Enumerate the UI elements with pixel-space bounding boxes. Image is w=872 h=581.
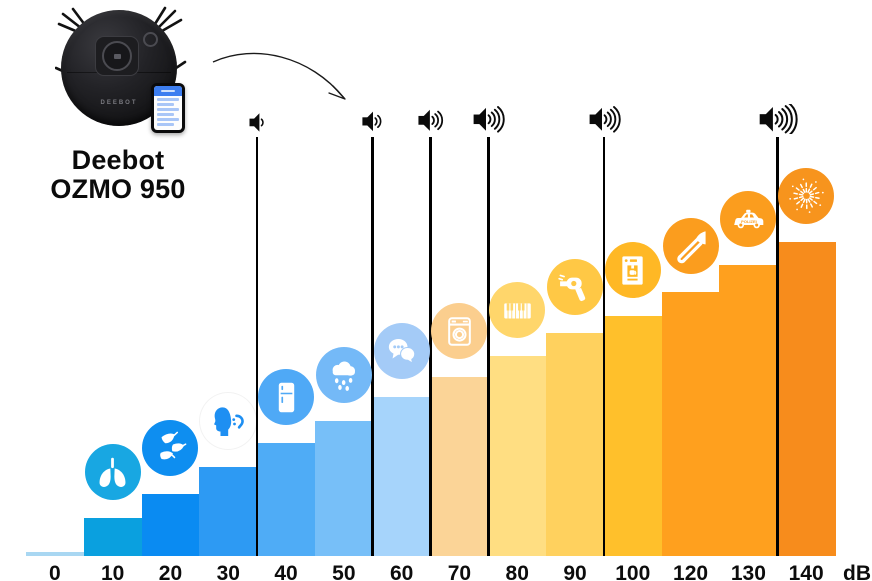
bar-0db xyxy=(26,552,85,556)
bar-100db xyxy=(603,316,663,556)
axis-label-100: 100 xyxy=(615,562,651,581)
marker-line-after-70db xyxy=(487,137,490,556)
robot-lidar-ring xyxy=(102,41,132,71)
washing-machine-glyph xyxy=(448,316,471,346)
speaker-glyph xyxy=(589,106,621,133)
whisper-glyph xyxy=(213,406,244,436)
axis-label-140: 140 xyxy=(788,562,824,581)
trombone-glyph xyxy=(677,230,706,263)
refrigerator-icon xyxy=(258,369,315,425)
axis-label-90: 90 xyxy=(563,562,587,581)
axis-label-30: 30 xyxy=(216,562,240,581)
robot-brand-label: DEEBOT xyxy=(100,100,138,106)
police-car-glyph: POLIZEI xyxy=(734,209,764,228)
conversation-glyph xyxy=(388,338,416,364)
speaker-icon-1-waves xyxy=(249,111,268,134)
whisper-icon xyxy=(200,393,257,449)
svg-text:POLIZEI: POLIZEI xyxy=(741,219,757,224)
marker-line-after-30db xyxy=(255,137,259,556)
bar-40db xyxy=(257,443,316,556)
speaker-glyph xyxy=(249,113,264,132)
speaker-icon-4-waves xyxy=(589,105,623,134)
bar-20db xyxy=(141,494,200,556)
speaker-icon-2-waves xyxy=(362,109,385,134)
speaker-icon-3-waves xyxy=(418,107,446,134)
robot-camera-icon xyxy=(143,32,158,47)
piano-glyph xyxy=(503,302,531,319)
marker-line-after-130db xyxy=(776,137,779,556)
marker-line-after-90db xyxy=(602,137,606,556)
axis-label-40: 40 xyxy=(274,562,298,581)
robot-button-icon xyxy=(113,53,121,59)
bar-60db xyxy=(372,397,432,556)
lungs-icon xyxy=(84,444,141,500)
washing-machine-icon xyxy=(431,303,488,359)
bar-30db xyxy=(199,467,258,556)
robot-control-pad xyxy=(95,36,139,76)
product-title-line2: OZMO 950 xyxy=(50,174,186,204)
axis-label-60: 60 xyxy=(389,562,414,581)
lungs-glyph xyxy=(99,457,126,487)
piano-icon xyxy=(489,282,546,338)
axis-label-20: 20 xyxy=(158,562,183,581)
hair-dryer-glyph xyxy=(557,274,585,301)
refrigerator-glyph xyxy=(278,382,294,412)
axis-label-10: 10 xyxy=(100,562,125,581)
bar-80db xyxy=(488,356,547,556)
coffee-machine-icon xyxy=(604,242,661,298)
coffee-machine-glyph xyxy=(622,255,643,285)
axis-label-70: 70 xyxy=(447,562,472,581)
conversation-icon xyxy=(373,323,430,379)
rain-cloud-icon xyxy=(315,347,372,403)
bar-140db xyxy=(777,242,836,556)
bar-130db xyxy=(719,265,778,556)
speaker-icon-4-waves xyxy=(473,105,507,134)
bar-70db xyxy=(430,377,489,556)
axis-label-80: 80 xyxy=(505,562,529,581)
axis-label-50: 50 xyxy=(332,562,356,581)
fireworks-icon xyxy=(778,168,835,224)
axis-label-0: 0 xyxy=(49,562,61,581)
robot-vacuum-image: DEEBOT xyxy=(55,6,187,138)
app-header xyxy=(154,86,182,96)
axis-label-120: 120 xyxy=(673,562,709,581)
smartphone xyxy=(151,83,185,133)
police-car-icon: POLIZEI xyxy=(720,191,777,247)
bar-50db xyxy=(314,421,374,556)
leaves-glyph xyxy=(160,431,187,459)
bar-10db xyxy=(83,518,143,556)
marker-line-after-50db xyxy=(371,137,374,556)
speaker-glyph xyxy=(760,103,799,134)
axis-label-130: 130 xyxy=(730,562,766,581)
trombone-icon xyxy=(662,218,719,274)
leaves-icon xyxy=(142,420,199,476)
unit-label: dB xyxy=(843,562,872,581)
speaker-glyph xyxy=(473,106,505,133)
hair-dryer-icon xyxy=(547,259,603,315)
product-title-line1: Deebot xyxy=(71,145,165,175)
speaker-glyph xyxy=(418,110,443,132)
speaker-icon-5-waves xyxy=(759,103,799,134)
fireworks-glyph xyxy=(788,178,824,213)
speaker-glyph xyxy=(362,111,382,132)
smartphone-screen xyxy=(154,86,182,130)
product-title: Deebot OZMO 950 xyxy=(18,146,218,204)
rain-cloud-glyph xyxy=(332,360,356,391)
bar-90db xyxy=(546,333,605,556)
bar-120db xyxy=(661,292,720,556)
marker-line-after-60db xyxy=(429,137,432,556)
